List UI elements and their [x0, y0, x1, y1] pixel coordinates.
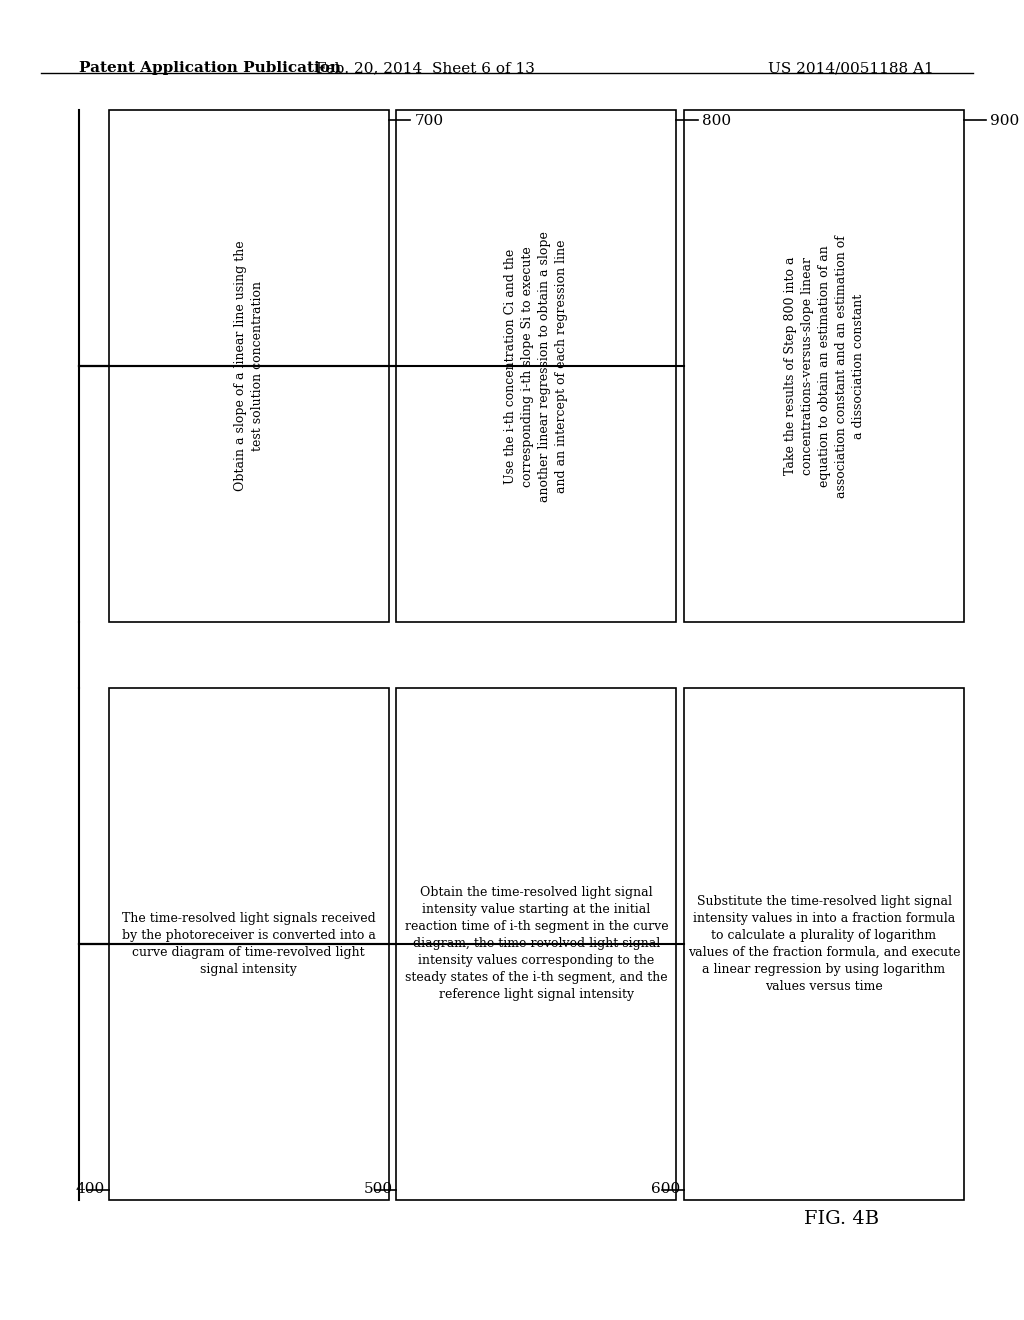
Bar [109, 110, 388, 622]
Text: Obtain a slope of a linear line using the
test solution concentration: Obtain a slope of a linear line using th… [233, 240, 264, 491]
Bar [684, 688, 964, 1200]
Text: Obtain the time-resolved light signal
intensity value starting at the initial
re: Obtain the time-resolved light signal in… [404, 886, 669, 1002]
Text: Feb. 20, 2014  Sheet 6 of 13: Feb. 20, 2014 Sheet 6 of 13 [316, 61, 536, 75]
Text: 400: 400 [76, 1181, 104, 1196]
Text: 600: 600 [651, 1181, 680, 1196]
Text: 800: 800 [702, 114, 731, 128]
Bar [396, 110, 676, 622]
Text: Take the results of Step 800 into a
concentrations-versus-slope linear
equation : Take the results of Step 800 into a conc… [783, 235, 864, 498]
Bar [109, 688, 388, 1200]
Text: The time-resolved light signals received
by the photoreceiver is converted into : The time-resolved light signals received… [122, 912, 376, 975]
Text: 700: 700 [415, 114, 443, 128]
Text: Substitute the time-resolved light signal
intensity values in into a fraction fo: Substitute the time-resolved light signa… [688, 895, 961, 993]
Text: Patent Application Publication: Patent Application Publication [79, 61, 341, 75]
Bar [396, 688, 676, 1200]
Text: Use the i-th concentration Ci and the
corresponding i-th slope Si to execute
ano: Use the i-th concentration Ci and the co… [505, 231, 568, 502]
Text: US 2014/0051188 A1: US 2014/0051188 A1 [768, 61, 934, 75]
Text: FIG. 4B: FIG. 4B [804, 1210, 879, 1228]
Text: 900: 900 [989, 114, 1019, 128]
Text: 500: 500 [364, 1181, 392, 1196]
Bar [684, 110, 964, 622]
